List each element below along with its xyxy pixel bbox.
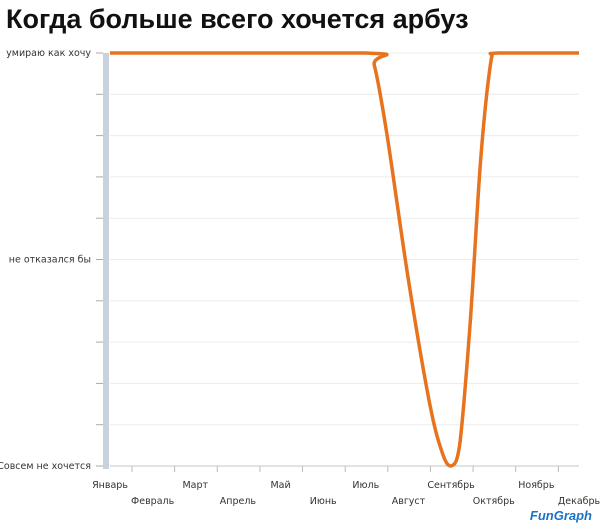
series-line bbox=[110, 51, 579, 468]
x-tick-label: Июль bbox=[352, 480, 379, 491]
x-tick-label: Октябрь bbox=[473, 496, 515, 507]
x-tick-label: Январь bbox=[92, 480, 128, 491]
y-axis-bar bbox=[103, 53, 109, 469]
chart-title: Когда больше всего хочется арбуз bbox=[6, 4, 469, 34]
x-tick-label: Ноябрь bbox=[518, 480, 555, 491]
x-tick-label: Август bbox=[392, 496, 426, 507]
y-tick-label: Совсем не хочется bbox=[0, 461, 91, 472]
x-tick-label: Май bbox=[270, 480, 290, 491]
x-tick-label: Март bbox=[182, 480, 208, 491]
x-tick-label: Декабрь bbox=[558, 496, 600, 507]
x-tick-label: Февраль bbox=[131, 496, 175, 507]
x-tick-label: Сентябрь bbox=[427, 480, 475, 491]
y-tick-label: умираю как хочу bbox=[6, 48, 91, 59]
x-tick-label: Апрель bbox=[220, 496, 257, 507]
fungraph-logo: FunGraph bbox=[529, 508, 592, 523]
x-tick-label: Июнь bbox=[310, 496, 337, 507]
y-tick-label: не отказался бы bbox=[9, 255, 91, 266]
